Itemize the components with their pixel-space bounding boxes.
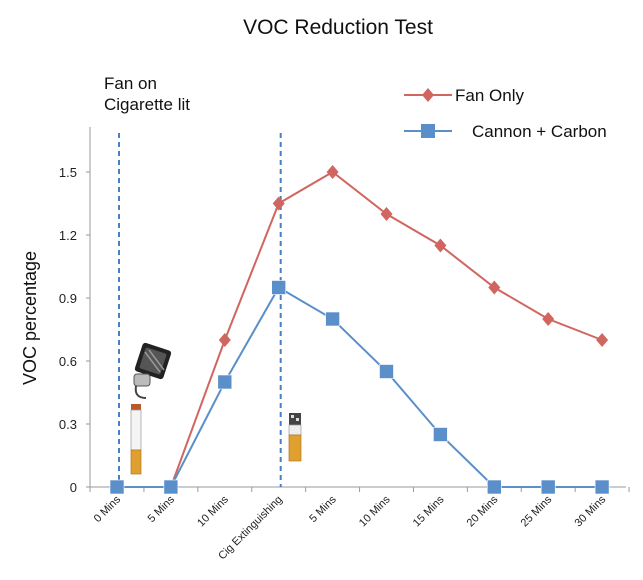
y-tick-label: 0 — [70, 480, 77, 495]
y-tick-label: 1.2 — [59, 228, 77, 243]
data-point-cannon-carbon — [379, 364, 394, 379]
data-point-fan-only — [596, 333, 609, 347]
y-axis-label: VOC percentage — [20, 251, 40, 385]
x-tick-label: 25 Mins — [519, 493, 555, 529]
data-point-fan-only — [218, 333, 231, 347]
series-line-cannon-carbon — [117, 286, 603, 488]
data-point-cannon-carbon — [163, 479, 179, 495]
legend-marker-cannon-carbon — [421, 124, 435, 138]
x-tick-label: 10 Mins — [357, 493, 393, 529]
data-point-fan-only — [434, 238, 447, 253]
x-tick-label: 10 Mins — [195, 493, 231, 529]
smoke-detector-icon — [133, 342, 172, 399]
data-point-cannon-carbon — [433, 427, 448, 442]
annotation-cigarette-lit: Cigarette lit — [104, 95, 190, 114]
y-tick-label: 0.6 — [59, 354, 77, 369]
data-point-cannon-carbon — [325, 311, 340, 327]
y-tick-label: 1.5 — [59, 165, 77, 180]
legend-marker-fan-only — [422, 88, 434, 102]
data-point-cannon-carbon — [486, 479, 502, 495]
x-tick-label: 5 Mins — [307, 493, 339, 525]
y-tick-label: 0.3 — [59, 417, 77, 432]
legend: Fan Only Cannon + Carbon — [404, 86, 607, 141]
data-point-fan-only — [326, 165, 339, 179]
data-point-cannon-carbon — [271, 280, 287, 295]
data-point-fan-only — [488, 280, 501, 295]
series-line-fan-only — [117, 170, 603, 488]
chart-title: VOC Reduction Test — [243, 16, 433, 39]
x-tick-label: 15 Mins — [411, 493, 447, 529]
legend-label-fan-only: Fan Only — [455, 86, 524, 105]
x-tick-label: 5 Mins — [146, 493, 178, 525]
lit-cigarette-icon — [130, 404, 142, 475]
data-point-cannon-carbon — [594, 479, 610, 495]
y-tick-label: 0.9 — [59, 291, 77, 306]
data-point-cannon-carbon — [540, 479, 556, 495]
data-point-cannon-carbon — [109, 479, 125, 495]
annotation-fan-on: Fan on — [104, 74, 157, 93]
data-point-fan-only — [272, 196, 285, 211]
data-point-fan-only — [542, 312, 555, 326]
x-tick-label: 20 Mins — [465, 493, 501, 529]
legend-label-cannon-carbon: Cannon + Carbon — [472, 122, 607, 141]
extinguished-cigarette-icon — [288, 413, 302, 462]
x-tick-label: 30 Mins — [572, 493, 608, 529]
x-tick-label: 0 Mins — [92, 493, 124, 525]
data-point-cannon-carbon — [217, 374, 233, 390]
data-point-fan-only — [380, 207, 393, 221]
